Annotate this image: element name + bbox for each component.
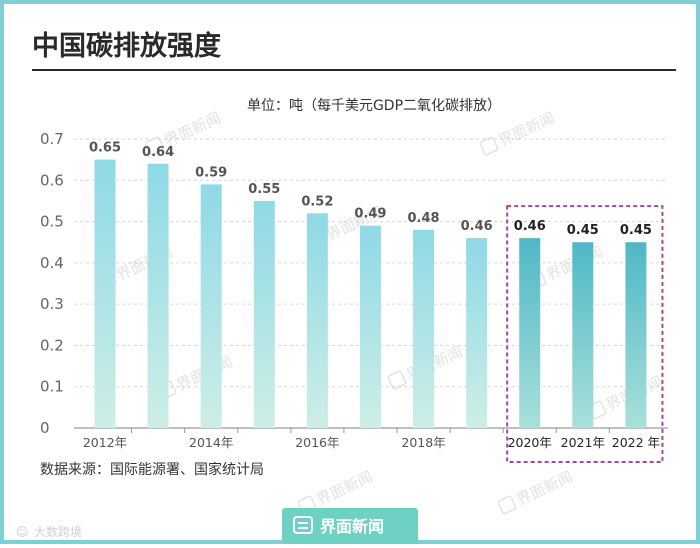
x-tick-label: 2014年 <box>189 435 233 450</box>
data-label: 0.65 <box>89 141 121 156</box>
data-label: 0.59 <box>195 165 227 180</box>
y-tick-label: 0.5 <box>40 213 64 231</box>
unit-label: 单位：吨（每千美元GDP二氧化碳排放） <box>247 98 501 114</box>
highlight-box <box>506 205 664 463</box>
y-axis-ticks: 0 0.1 0.2 0.3 0.4 0.5 0.6 0.7 <box>40 130 64 437</box>
bar-2018年 <box>413 229 435 428</box>
brand-badge-text: 界面新闻 <box>320 517 384 536</box>
watermark-text: 界面新闻 <box>496 109 558 151</box>
x-tick-label: 2018年 <box>401 435 445 450</box>
chart-title: 中国碳排放强度 <box>32 30 221 62</box>
bar-2019年 <box>466 238 488 428</box>
data-label: 0.45 <box>620 223 652 238</box>
corner-watermark: ☺ 大数跨境 <box>16 524 82 539</box>
data-labels: 0.65 0.64 0.59 0.55 0.52 0.49 0.48 0.46 0.46 0.45… <box>89 141 652 239</box>
watermark-text: 界面新闻 <box>404 343 466 385</box>
data-label: 0.46 <box>461 219 493 234</box>
watermark-text: 界面新闻 <box>314 468 376 510</box>
news-icon <box>293 516 313 534</box>
watermark-text: 界面新闻 <box>514 468 576 510</box>
bar-2012年 <box>94 159 116 428</box>
watermark: 界面新闻 <box>157 353 236 400</box>
data-label: 0.55 <box>248 182 280 197</box>
x-tick-label: 2021年 <box>561 435 605 450</box>
bar-2016年 <box>306 213 328 428</box>
watermark-icon <box>145 136 165 156</box>
bar-2017年 <box>359 225 381 428</box>
data-label: 0.52 <box>301 194 333 209</box>
y-tick-label: 0.2 <box>40 336 64 354</box>
data-label: 0.49 <box>354 207 386 222</box>
y-tick-label: 0.6 <box>40 171 64 189</box>
y-tick-label: 0.3 <box>40 295 64 313</box>
brand-badge-bg <box>282 508 418 544</box>
y-tick-label: 0.4 <box>40 254 64 272</box>
corner-watermark-text: 大数跨境 <box>34 524 82 539</box>
watermark: 界面新闻 <box>479 109 558 156</box>
x-tick-label: 2020年 <box>508 435 552 450</box>
y-tick-label: 0.7 <box>40 130 64 148</box>
bar-chart: 中国碳排放强度 单位：吨（每千美元GDP二氧化碳排放） 界面新闻 界面新闻界面新闻… <box>16 30 676 544</box>
data-label: 0.45 <box>567 223 599 238</box>
watermark-icon <box>497 495 517 515</box>
x-tick-label: 2022 年 <box>612 435 660 450</box>
bars <box>94 159 647 428</box>
watermark: 界面新闻 <box>497 468 576 515</box>
x-tick-label: 2016年 <box>295 435 339 450</box>
data-label: 0.48 <box>408 211 440 226</box>
x-tick-label: 2012年 <box>83 435 127 450</box>
data-label: 0.46 <box>514 219 546 234</box>
source-label: 数据来源：国际能源署、国家统计局 <box>40 461 264 478</box>
corner-logo-icon: ☺ <box>16 525 29 539</box>
watermark-icon <box>479 136 499 156</box>
data-label: 0.64 <box>142 145 174 160</box>
watermark-icon <box>387 370 407 390</box>
bar-2013年 <box>147 163 169 428</box>
x-axis-ticks: 2012年 2014年 2016年 2018年 2020年 2021年 2022 年 <box>83 428 660 450</box>
bar-2020年 <box>519 238 541 428</box>
y-tick-label: 0 <box>40 419 50 437</box>
bar-2022年 <box>625 242 647 428</box>
bar-2021年 <box>572 242 594 428</box>
brand-badge: 界面新闻 <box>282 508 418 544</box>
bar-2015年 <box>253 200 275 428</box>
bar-2014年 <box>200 184 222 428</box>
y-tick-label: 0.1 <box>40 378 64 396</box>
